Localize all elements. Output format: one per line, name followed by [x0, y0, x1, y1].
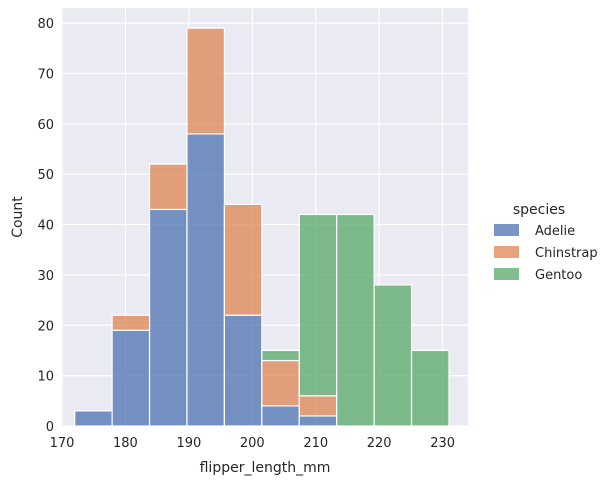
bar-gentoo-bin-8	[373, 284, 413, 427]
x-tick-label: 170	[50, 436, 75, 451]
legend-swatch-adelie	[494, 224, 519, 236]
x-tick-label: 230	[430, 436, 455, 451]
bar-chinstrap-bin-3	[186, 27, 226, 135]
legend-label-gentoo: Gentoo	[535, 268, 582, 283]
y-tick-label: 50	[37, 168, 54, 183]
tick-layer: 170 180 190 200 210 220 230 0 10 20 30 40 50 60 70 80	[37, 17, 455, 451]
bar-gentoo-bin-6	[298, 213, 338, 397]
bar-adelie-bin-4	[223, 314, 263, 427]
y-tick-label: 0	[46, 420, 54, 435]
bar-gentoo-bin-7	[336, 213, 375, 427]
x-tick-label: 180	[113, 436, 138, 451]
y-tick-label: 10	[37, 370, 54, 385]
bar-chinstrap-bin-2	[148, 163, 188, 211]
bar-adelie-bin-3	[186, 133, 226, 427]
bar-chinstrap-bin-1	[111, 314, 151, 331]
legend-label-chinstrap: Chinstrap	[535, 246, 598, 261]
y-tick-label: 40	[37, 219, 54, 234]
bar-adelie-bin-5	[261, 405, 300, 427]
x-tick-label: 200	[240, 436, 265, 451]
x-tick-label: 210	[303, 436, 328, 451]
y-tick-label: 80	[37, 17, 54, 32]
bar-gentoo-bin-9	[410, 349, 450, 427]
bar-adelie-bin-2	[148, 208, 188, 427]
y-tick-label: 60	[37, 118, 54, 133]
bar-adelie-bin-1	[111, 329, 151, 427]
x-tick-label: 190	[176, 436, 201, 451]
bar-chinstrap-bin-4	[223, 203, 263, 316]
y-tick-label: 30	[37, 269, 54, 284]
legend-items: Adelie Chinstrap Gentoo	[494, 224, 598, 283]
y-axis-label: Count	[10, 196, 26, 238]
legend-label-adelie: Adelie	[535, 224, 575, 239]
bar-chinstrap-bin-5	[261, 359, 300, 407]
bar-adelie-bin-6	[298, 415, 338, 427]
y-tick-label: 20	[37, 319, 54, 334]
y-tick-label: 70	[37, 67, 54, 82]
x-axis-label: flipper_length_mm	[200, 460, 331, 476]
bar-chinstrap-bin-6	[298, 395, 338, 417]
legend-swatch-chinstrap	[494, 246, 519, 258]
legend: species Adelie Chinstrap Gentoo	[494, 202, 598, 283]
legend-title: species	[513, 202, 565, 218]
bar-adelie-bin-0	[74, 410, 113, 427]
bar-layer	[74, 27, 450, 427]
bar-gentoo-bin-5	[261, 349, 300, 362]
legend-swatch-gentoo	[494, 268, 519, 280]
x-tick-label: 220	[367, 436, 392, 451]
